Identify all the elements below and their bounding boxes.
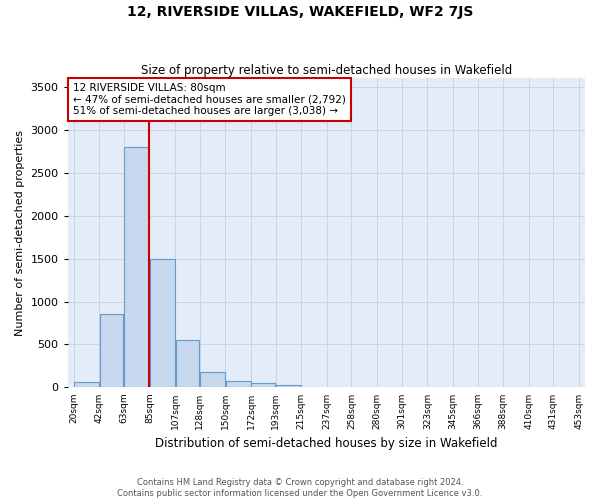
Bar [74, 382, 99, 388]
Y-axis label: Number of semi-detached properties: Number of semi-detached properties [15, 130, 25, 336]
Bar [251, 383, 275, 388]
Bar [100, 314, 124, 388]
X-axis label: Distribution of semi-detached houses by size in Wakefield: Distribution of semi-detached houses by … [155, 437, 497, 450]
Bar [150, 258, 175, 388]
Bar [200, 372, 225, 388]
Bar [176, 340, 199, 388]
Bar [276, 385, 301, 388]
Text: 12 RIVERSIDE VILLAS: 80sqm
← 47% of semi-detached houses are smaller (2,792)
51%: 12 RIVERSIDE VILLAS: 80sqm ← 47% of semi… [73, 83, 346, 116]
Text: Contains HM Land Registry data © Crown copyright and database right 2024.
Contai: Contains HM Land Registry data © Crown c… [118, 478, 482, 498]
Bar [226, 382, 251, 388]
Bar [124, 147, 149, 388]
Text: 12, RIVERSIDE VILLAS, WAKEFIELD, WF2 7JS: 12, RIVERSIDE VILLAS, WAKEFIELD, WF2 7JS [127, 5, 473, 19]
Title: Size of property relative to semi-detached houses in Wakefield: Size of property relative to semi-detach… [141, 64, 512, 77]
